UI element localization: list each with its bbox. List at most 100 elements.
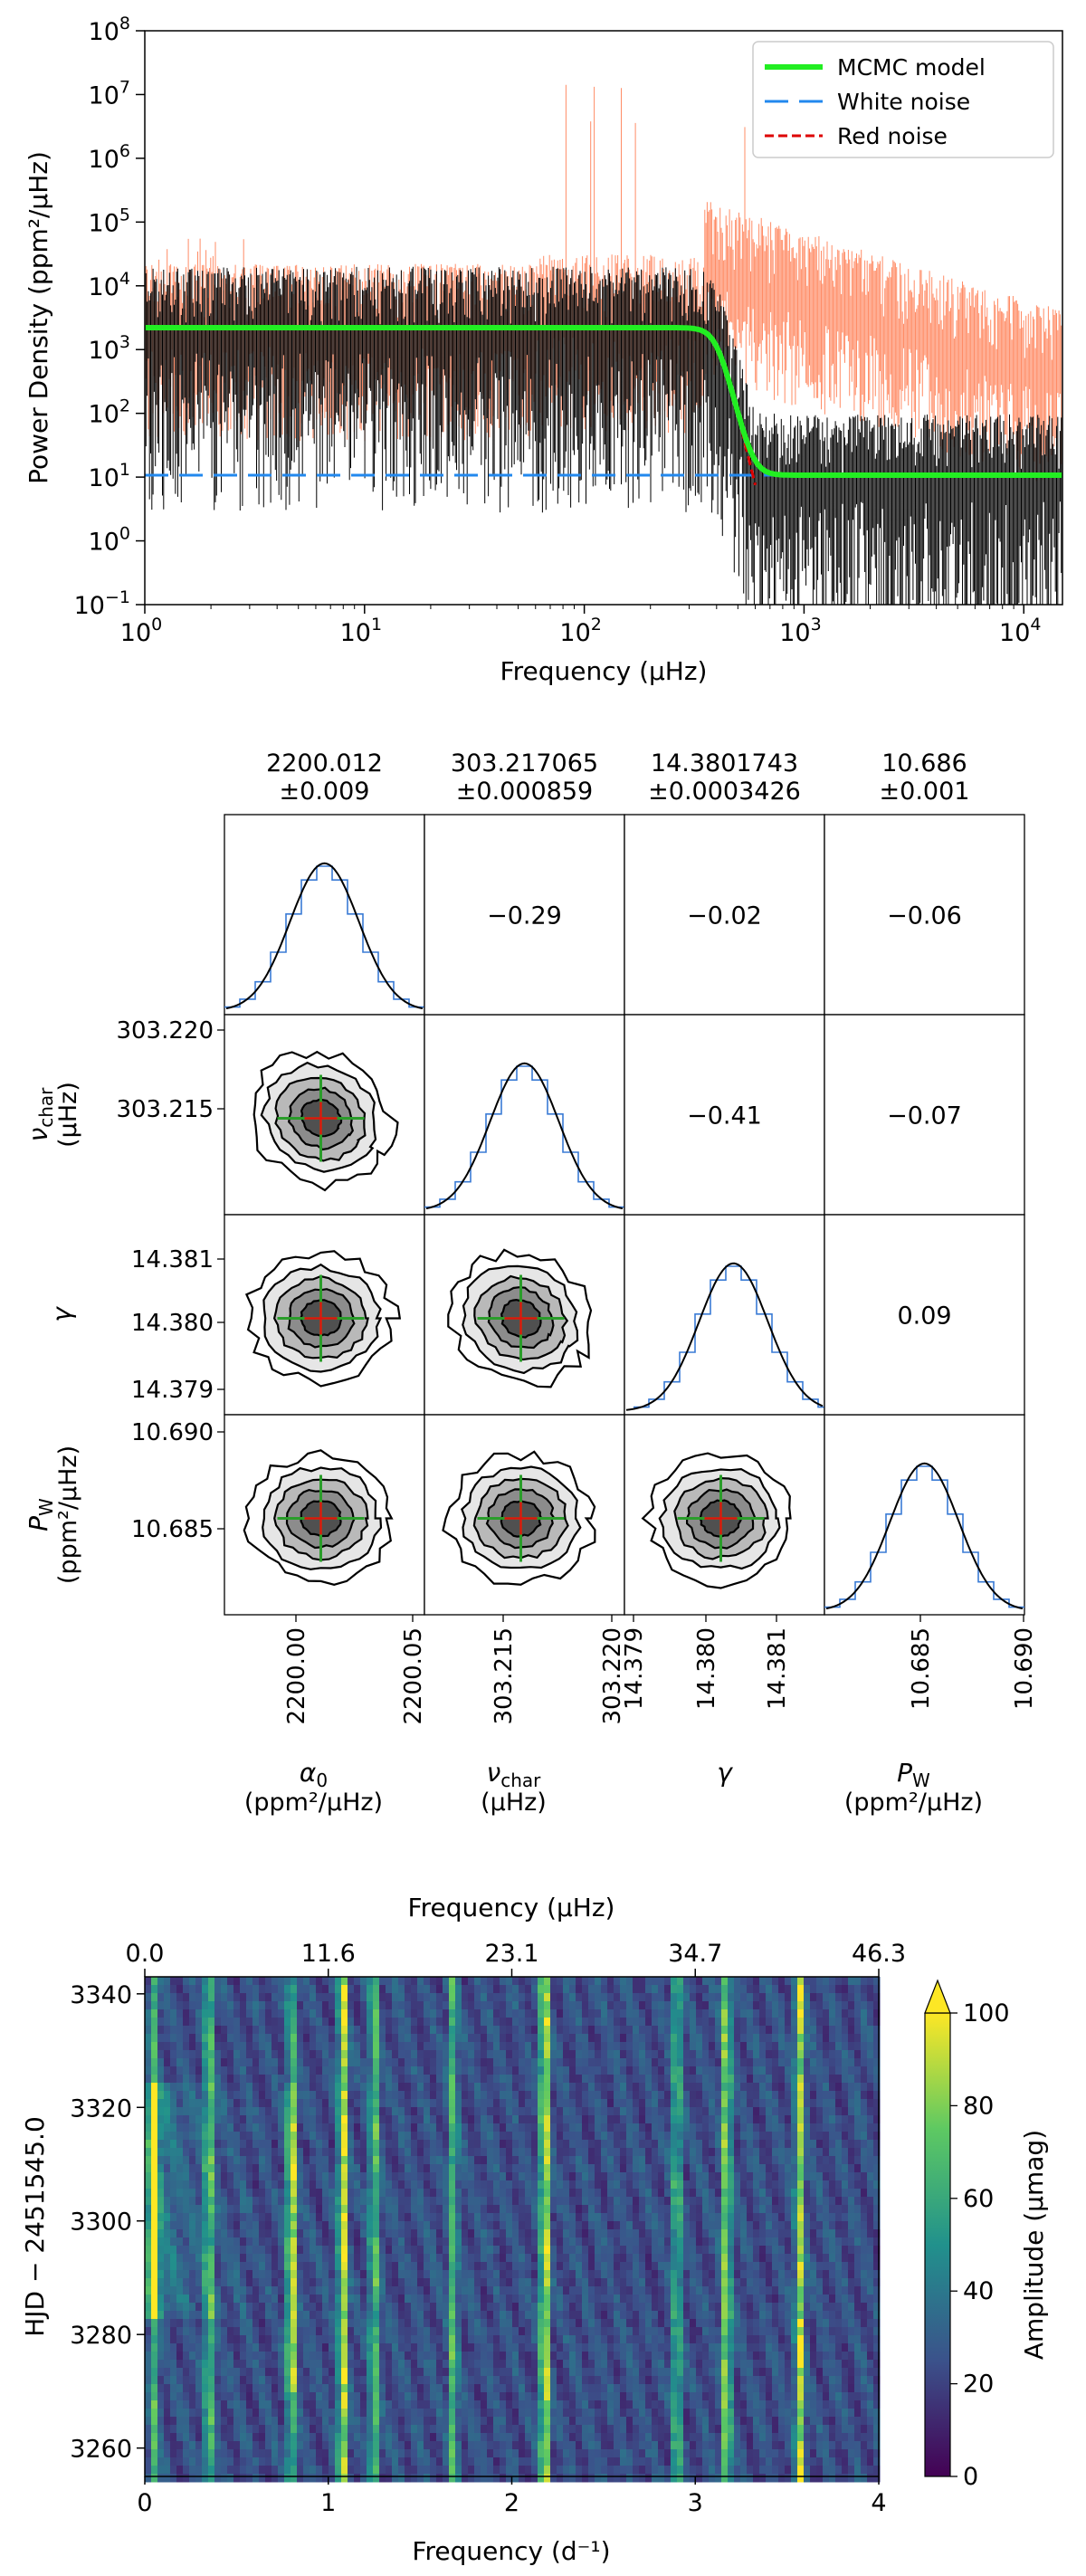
spectrogram-cell: [506, 2001, 513, 2010]
spectrogram-cell: [189, 2311, 196, 2320]
spectrogram-cell: [310, 2018, 317, 2027]
spectrogram-cell: [810, 2172, 817, 2181]
spectrogram-cell: [246, 2295, 253, 2304]
spectrogram-cell: [493, 2058, 500, 2067]
spectrogram-cell: [544, 2042, 551, 2051]
spectrogram-cell: [759, 2278, 767, 2287]
spectrogram-cell: [550, 2205, 557, 2214]
spectrogram-cell: [595, 2148, 602, 2157]
spectrogram-cell: [607, 2270, 614, 2279]
spectrogram-cell: [601, 2172, 608, 2181]
spectrogram-cell: [176, 1985, 184, 1994]
spectrogram-cell: [867, 2303, 874, 2312]
spectrogram-cell: [626, 2286, 634, 2295]
spectrogram-cell: [259, 2148, 266, 2157]
spectrogram-cell: [468, 2295, 475, 2304]
spectrogram-cell: [512, 2050, 519, 2059]
spectrogram-cell: [557, 2205, 564, 2214]
spectrogram-cell: [797, 2009, 805, 2018]
spectrogram-cell: [557, 2286, 564, 2295]
spectrogram-cell: [386, 2132, 393, 2141]
spectrogram-cell: [620, 2213, 627, 2222]
spectrogram-cell: [170, 2246, 177, 2255]
power-spectrum-legend: MCMC model White noise Red noise: [752, 41, 1054, 158]
spectrogram-cell: [348, 2148, 355, 2157]
spectrogram-cell: [316, 2066, 323, 2075]
spectrogram-cell: [569, 2286, 576, 2295]
spectrogram-cell: [677, 2180, 684, 2190]
spectrogram-cell: [810, 2278, 817, 2287]
spectrogram-cell: [202, 2254, 209, 2263]
spectrogram-cell: [322, 2189, 329, 2198]
spectrogram-cell: [842, 2066, 849, 2075]
spectrogram-cell: [493, 2262, 500, 2271]
spectrogram-cell: [702, 2107, 710, 2116]
spectrogram-cell: [176, 2246, 184, 2255]
spectrogram-cell: [595, 2034, 602, 2043]
spectrogram-cell: [747, 2091, 754, 2100]
spectrogram-cell: [607, 2197, 614, 2206]
spectrogram-cell: [233, 2001, 241, 2010]
spectrogram-cell: [538, 2001, 545, 2010]
spectrogram-cell: [424, 2148, 431, 2157]
spectrogram-cell: [772, 2197, 779, 2206]
spectrogram-cell: [145, 2091, 152, 2100]
spectrogram-cell: [588, 2066, 595, 2075]
spectrogram-cell: [696, 2148, 703, 2157]
spectrogram-cell: [601, 2132, 608, 2141]
spectrogram-cell: [709, 2058, 716, 2067]
spectrogram-cell: [531, 2229, 538, 2238]
spectrogram-cell: [233, 2270, 241, 2279]
spectrogram-cell: [430, 2148, 437, 2157]
spectrogram-cell: [278, 2148, 285, 2157]
spectrogram-cell: [272, 2091, 279, 2100]
spectrogram-cell: [614, 2140, 621, 2149]
spectrogram-cell: [671, 2009, 678, 2018]
spectrogram-cell: [557, 2066, 564, 2075]
spectrogram-cell: [272, 2083, 279, 2092]
spectrogram-cell: [816, 2058, 824, 2067]
spectrogram-cell: [753, 2042, 760, 2051]
spectrogram-cell: [417, 2042, 424, 2051]
spectrogram-cell: [455, 2180, 462, 2190]
spectrogram-cell: [614, 2123, 621, 2132]
spectrogram-cell: [753, 2286, 760, 2295]
spectrogram-cell: [449, 2295, 456, 2304]
spectrogram-cell: [791, 2050, 798, 2059]
spectrogram-cell: [595, 2156, 602, 2165]
spectrogram-cell: [829, 2058, 836, 2067]
spectrogram-cell: [392, 2278, 399, 2287]
spectrogram-cell: [322, 2148, 329, 2157]
spectrogram-cell: [341, 1993, 348, 2002]
spectrogram-cell: [208, 2026, 215, 2035]
spectrogram-cell: [170, 2221, 177, 2230]
spectrogram-cell: [411, 2270, 418, 2279]
spectrogram-cell: [373, 2066, 380, 2075]
spectrogram-cell: [671, 2075, 678, 2084]
spectrogram-cell: [626, 2237, 634, 2247]
spectrogram-cell: [759, 2091, 767, 2100]
spectrogram-cell: [702, 2278, 710, 2287]
spectrogram-cell: [367, 2066, 374, 2075]
spectrogram-cell: [607, 2099, 614, 2108]
spectrogram-cell: [797, 1993, 805, 2002]
spectrogram-cell: [835, 2115, 843, 2124]
spectrogram-cell: [316, 2164, 323, 2173]
spectrogram-cell: [867, 2197, 874, 2206]
spectrogram-cell: [696, 2303, 703, 2312]
spectrogram-cell: [620, 1985, 627, 1994]
spectrogram-cell: [341, 2172, 348, 2181]
spectrogram-cell: [772, 2148, 779, 2157]
spectrogram-cell: [791, 2295, 798, 2304]
spectrogram-cell: [246, 2009, 253, 2018]
spectrogram-cell: [626, 2254, 634, 2263]
spectrogram-cell: [367, 2083, 374, 2092]
spectrogram-cell: [652, 1993, 659, 2002]
spectrogram-cell: [348, 2099, 355, 2108]
spectrogram-cell: [721, 2099, 729, 2108]
spectrogram-cell: [392, 2034, 399, 2043]
spectrogram-cell: [797, 2237, 805, 2247]
spectrogram-cell: [468, 2262, 475, 2271]
spectrogram-cell: [772, 2213, 779, 2222]
